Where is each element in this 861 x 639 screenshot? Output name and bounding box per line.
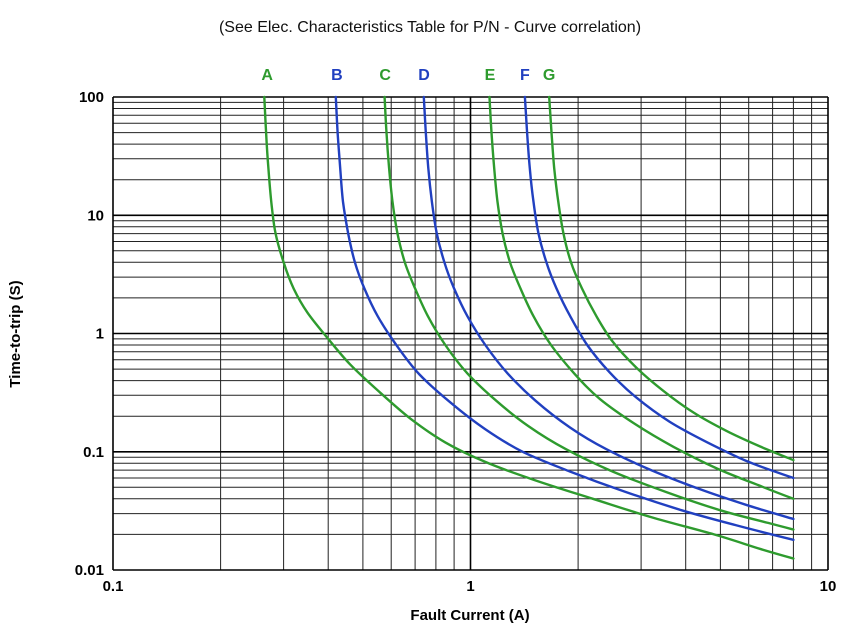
curve-G [548, 95, 795, 462]
y-tick-label: 0.01 [75, 562, 104, 579]
curve-D [422, 95, 795, 521]
curve-E [488, 95, 795, 500]
curve-label-E: E [485, 67, 496, 84]
x-axis-tick-labels: 0.1 1 10 [103, 578, 837, 595]
curve-label-C: C [379, 67, 391, 84]
curve-label-F: F [520, 67, 530, 84]
curve-series [263, 95, 795, 560]
x-tick-label: 1 [466, 578, 474, 595]
x-tick-label: 0.1 [103, 578, 124, 595]
y-tick-label: 10 [87, 207, 104, 224]
y-tick-label: 0.1 [83, 444, 104, 461]
curve-label-B: B [331, 67, 343, 84]
y-tick-label: 100 [79, 89, 104, 106]
curve-C [383, 95, 795, 531]
curve-B [334, 95, 795, 541]
curve-F [523, 95, 795, 480]
curve-label-A: A [261, 67, 273, 84]
y-tick-label: 1 [96, 326, 104, 343]
curve-A [263, 95, 795, 560]
x-tick-label: 10 [820, 578, 837, 595]
y-axis-tick-labels: 100 10 1 0.1 0.01 [75, 89, 104, 579]
x-axis-title: Fault Current (A) [410, 607, 529, 624]
chart-title: (See Elec. Characteristics Table for P/N… [219, 19, 641, 36]
grid-major-lines [112, 96, 829, 571]
curve-label-G: G [543, 67, 555, 84]
y-axis-title: Time-to-trip (S) [7, 280, 24, 387]
curve-label-D: D [418, 67, 430, 84]
